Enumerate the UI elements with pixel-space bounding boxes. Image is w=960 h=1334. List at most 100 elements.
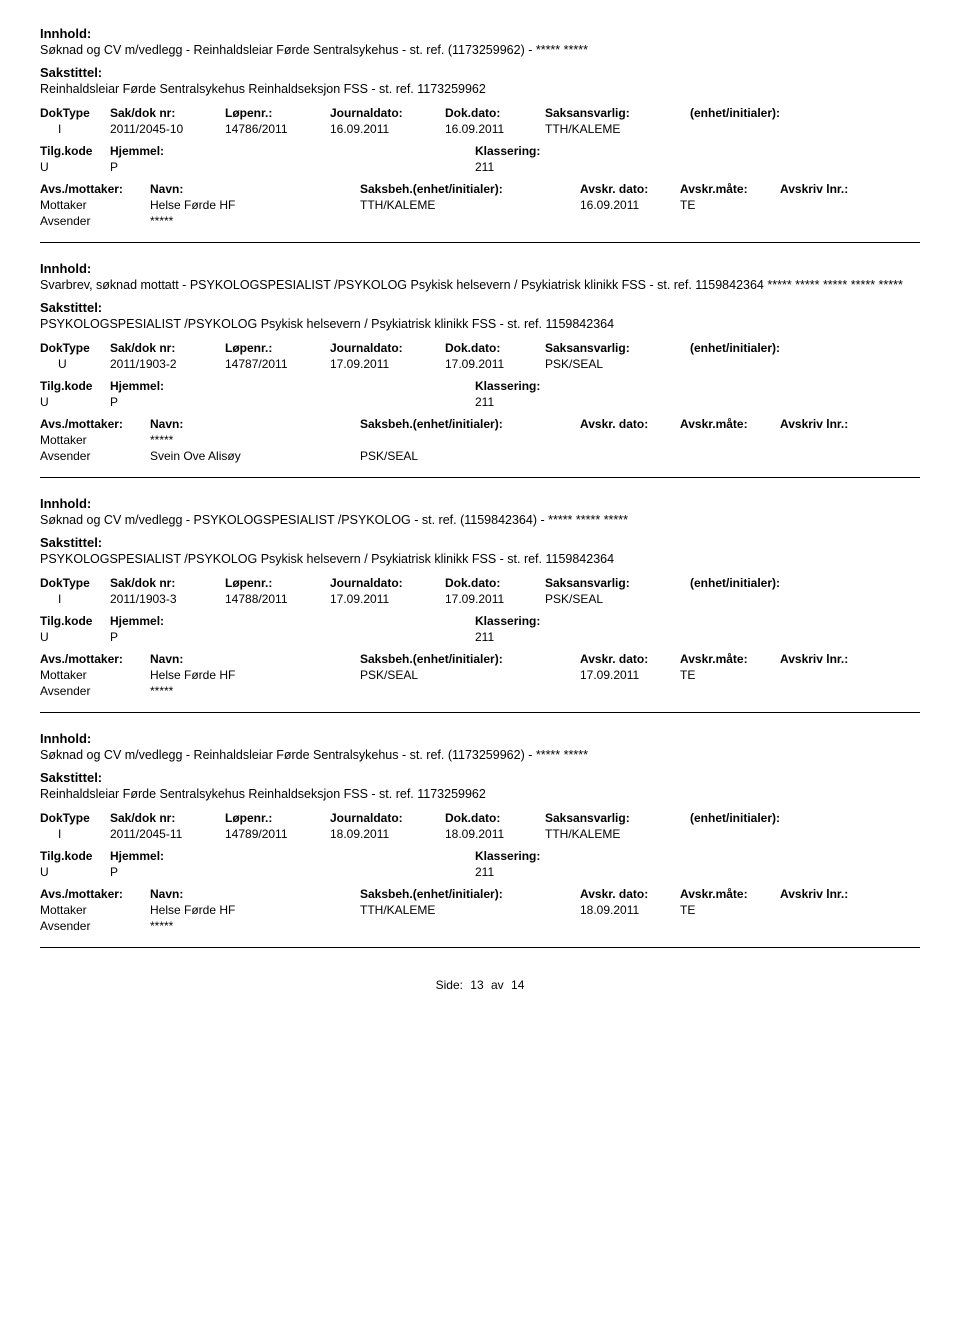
sakstittel-text: PSYKOLOGSPESIALIST /PSYKOLOG Psykisk hel… [40,317,920,331]
tilg-header-row: Tilg.kode Hjemmel: Klassering: [40,849,920,863]
journal-record: Innhold: Svarbrev, søknad mottatt - PSYK… [40,261,920,478]
hdr-saksbeh: Saksbeh.(enhet/initialer): [360,182,580,196]
party-name: Helse Førde HF [150,198,360,212]
record-divider [40,477,920,478]
party-avskr-dato: 17.09.2011 [580,668,680,682]
val-dokdato: 16.09.2011 [445,122,545,136]
journal-record: Innhold: Søknad og CV m/vedlegg - Reinha… [40,26,920,243]
meta-header-row: DokType Sak/dok nr: Løpenr.: Journaldato… [40,341,920,355]
hdr-klassering: Klassering: [475,849,655,863]
sakstittel-label: Sakstittel: [40,770,920,785]
party-saksbeh: TTH/KALEME [360,903,580,917]
hdr-enhet: (enhet/initialer): [690,106,920,120]
hdr-avskr-mate: Avskr.måte: [680,417,780,431]
val-sakdok: 2011/2045-10 [110,122,225,136]
hdr-lopenr: Løpenr.: [225,811,330,825]
party-row: Avsender ***** [40,214,920,228]
val-lopenr: 14788/2011 [225,592,330,606]
party-header-row: Avs./mottaker: Navn: Saksbeh.(enhet/init… [40,182,920,196]
party-saksbeh: TTH/KALEME [360,198,580,212]
party-row: Mottaker ***** [40,433,920,447]
party-name: Helse Førde HF [150,668,360,682]
hdr-doktype: DokType [40,341,110,355]
val-tilgkode: U [40,395,110,409]
meta-header-row: DokType Sak/dok nr: Løpenr.: Journaldato… [40,576,920,590]
hdr-avskr-dato: Avskr. dato: [580,652,680,666]
parties-list: Mottaker ***** Avsender Svein Ove Alisøy… [40,433,920,463]
hdr-saksbeh: Saksbeh.(enhet/initialer): [360,417,580,431]
hdr-tilgkode: Tilg.kode [40,849,110,863]
page-footer: Side: 13 av 14 [40,978,920,992]
party-row: Avsender Svein Ove Alisøy PSK/SEAL [40,449,920,463]
hdr-dokdato: Dok.dato: [445,576,545,590]
hdr-avskriv-lnr: Avskriv lnr.: [780,182,920,196]
hdr-avsmottaker: Avs./mottaker: [40,887,150,901]
innhold-label: Innhold: [40,26,920,41]
party-avskr-mate: TE [680,668,750,682]
val-lopenr: 14787/2011 [225,357,330,371]
val-doktype: I [40,122,110,136]
tilg-value-row: U P 211 [40,630,920,644]
sakstittel-text: PSYKOLOGSPESIALIST /PSYKOLOG Psykisk hel… [40,552,920,566]
val-lopenr: 14789/2011 [225,827,330,841]
tilg-value-row: U P 211 [40,865,920,879]
hdr-sakdok: Sak/dok nr: [110,106,225,120]
hdr-sakdok: Sak/dok nr: [110,341,225,355]
sakstittel-label: Sakstittel: [40,65,920,80]
record-divider [40,712,920,713]
hdr-navn: Navn: [150,652,360,666]
val-klassering: 211 [475,395,635,409]
record-divider [40,947,920,948]
val-hjemmel: P [110,865,475,879]
hdr-journaldato: Journaldato: [330,106,445,120]
val-sakdok: 2011/1903-3 [110,592,225,606]
journal-record: Innhold: Søknad og CV m/vedlegg - Reinha… [40,731,920,948]
hdr-doktype: DokType [40,811,110,825]
hdr-hjemmel: Hjemmel: [110,849,210,863]
hdr-sakdok: Sak/dok nr: [110,811,225,825]
hdr-dokdato: Dok.dato: [445,106,545,120]
sakstittel-text: Reinhaldsleiar Førde Sentralsykehus Rein… [40,82,920,96]
val-klassering: 211 [475,160,635,174]
tilg-header-row: Tilg.kode Hjemmel: Klassering: [40,379,920,393]
hdr-avskriv-lnr: Avskriv lnr.: [780,652,920,666]
hdr-dokdato: Dok.dato: [445,811,545,825]
hdr-saksansvarlig: Saksansvarlig: [545,106,690,120]
meta-header-row: DokType Sak/dok nr: Løpenr.: Journaldato… [40,811,920,825]
hdr-navn: Navn: [150,182,360,196]
party-role: Mottaker [40,903,150,917]
val-doktype: I [40,592,110,606]
hdr-klassering: Klassering: [475,144,655,158]
party-avskr-dato: 16.09.2011 [580,198,680,212]
val-hjemmel: P [110,160,475,174]
hdr-avskr-mate: Avskr.måte: [680,652,780,666]
meta-value-row: I 2011/2045-11 14789/2011 18.09.2011 18.… [40,827,920,841]
hdr-navn: Navn: [150,417,360,431]
hdr-klassering: Klassering: [475,614,655,628]
val-journaldato: 16.09.2011 [330,122,445,136]
hdr-saksbeh: Saksbeh.(enhet/initialer): [360,887,580,901]
footer-total-pages: 14 [511,978,524,992]
hdr-lopenr: Løpenr.: [225,341,330,355]
innhold-label: Innhold: [40,496,920,511]
journal-record: Innhold: Søknad og CV m/vedlegg - PSYKOL… [40,496,920,713]
hdr-avskr-dato: Avskr. dato: [580,887,680,901]
hdr-avsmottaker: Avs./mottaker: [40,182,150,196]
records-list: Innhold: Søknad og CV m/vedlegg - Reinha… [40,26,920,948]
tilg-header-row: Tilg.kode Hjemmel: Klassering: [40,144,920,158]
val-sakdok: 2011/1903-2 [110,357,225,371]
val-doktype: U [40,357,110,371]
party-row: Mottaker Helse Førde HF TTH/KALEME 16.09… [40,198,920,212]
hdr-avsmottaker: Avs./mottaker: [40,652,150,666]
party-avskr-mate: TE [680,198,750,212]
hdr-avskriv-lnr: Avskriv lnr.: [780,417,920,431]
party-saksbeh: PSK/SEAL [360,449,580,463]
val-klassering: 211 [475,630,635,644]
party-role: Mottaker [40,198,150,212]
party-name: ***** [150,214,360,228]
innhold-label: Innhold: [40,261,920,276]
hdr-lopenr: Løpenr.: [225,576,330,590]
val-journaldato: 18.09.2011 [330,827,445,841]
hdr-saksansvarlig: Saksansvarlig: [545,811,690,825]
party-name: ***** [150,684,360,698]
